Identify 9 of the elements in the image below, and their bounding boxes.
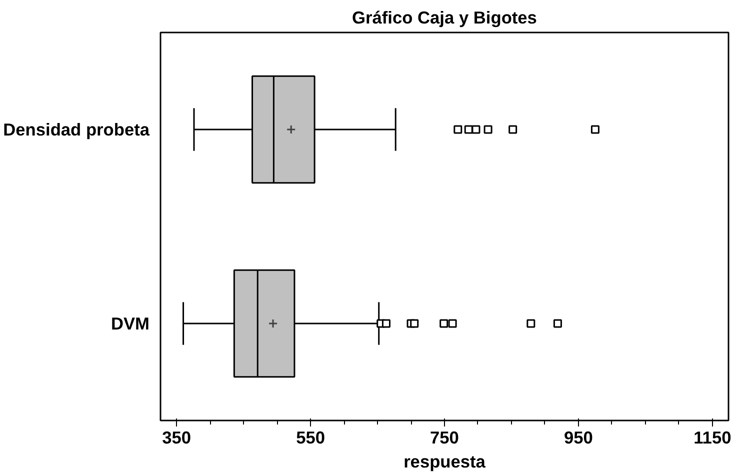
x-tick-label: 550 xyxy=(296,428,326,448)
x-tick-label: 950 xyxy=(564,428,593,448)
chart-title: Gráfico Caja y Bigotes xyxy=(352,8,537,28)
x-tick-label: 750 xyxy=(430,428,459,448)
y-tick-label: Densidad probeta xyxy=(3,120,150,140)
x-tick-label: 1150 xyxy=(694,428,732,448)
y-tick-label: DVM xyxy=(110,314,150,334)
x-axis-title: respuesta xyxy=(404,452,486,472)
x-tick-label: 350 xyxy=(162,428,192,448)
